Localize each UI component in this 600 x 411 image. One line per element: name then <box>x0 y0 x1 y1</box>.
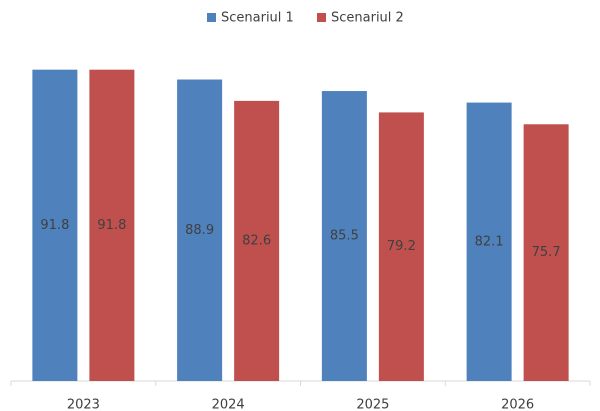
data-label: 85.5 <box>330 229 359 244</box>
legend-label: Scenariul 2 <box>331 11 404 26</box>
x-tick-label: 2026 <box>501 398 534 411</box>
data-label: 79.2 <box>387 239 416 254</box>
bar <box>378 112 424 382</box>
x-tick-label: 2023 <box>67 398 100 411</box>
legend-swatch <box>207 13 216 22</box>
bar <box>234 100 280 381</box>
bar <box>321 91 367 381</box>
x-tick-label: 2025 <box>356 398 389 411</box>
bar <box>89 69 135 382</box>
legend-label: Scenariul 1 <box>221 11 294 26</box>
legend-swatch <box>317 13 326 22</box>
data-label: 91.8 <box>40 218 69 233</box>
bar <box>523 124 569 381</box>
data-label: 82.1 <box>475 234 504 249</box>
data-label: 75.7 <box>532 245 561 260</box>
data-label: 82.6 <box>242 233 271 248</box>
bar <box>177 79 223 381</box>
bar <box>32 69 78 382</box>
bar <box>466 102 512 381</box>
x-tick-label: 2024 <box>212 398 245 411</box>
data-label: 91.8 <box>97 218 126 233</box>
data-label: 88.9 <box>185 223 214 238</box>
